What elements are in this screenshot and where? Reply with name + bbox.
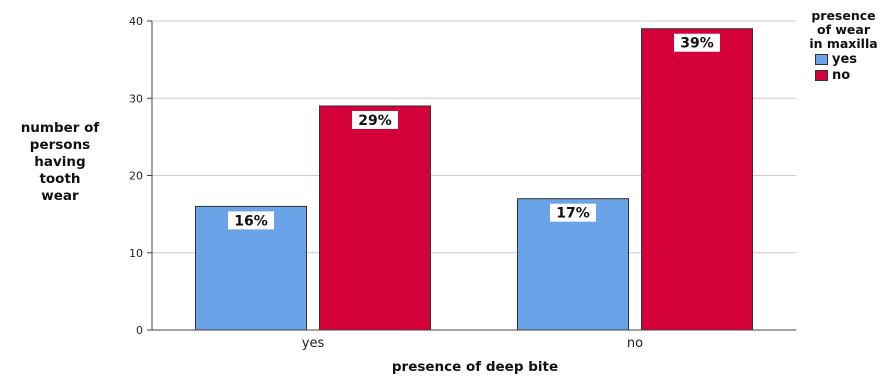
y-axis-ticks: 0 10 20 30 40 bbox=[129, 15, 152, 337]
bars: 16% 29% 17% 39% bbox=[195, 28, 753, 331]
legend-label-yes: yes bbox=[832, 51, 858, 67]
legend-item-no: no bbox=[815, 67, 851, 83]
data-label-box bbox=[352, 110, 398, 129]
bar-yes-no bbox=[319, 105, 431, 331]
x-axis-ticks: yes no bbox=[302, 336, 643, 351]
y-tick-label: 0 bbox=[136, 324, 143, 337]
data-label: 16% bbox=[234, 213, 268, 229]
y-tick-label: 10 bbox=[129, 247, 143, 260]
data-label: 29% bbox=[358, 113, 392, 129]
data-label-box bbox=[550, 203, 596, 222]
legend-swatch-yes bbox=[815, 53, 828, 65]
data-label-box bbox=[228, 211, 274, 230]
x-tick-label: yes bbox=[302, 336, 325, 351]
y-tick-label: 20 bbox=[129, 170, 143, 183]
legend-label-no: no bbox=[832, 67, 851, 83]
data-label: 17% bbox=[556, 206, 590, 222]
legend-title: presence of wear in maxilla bbox=[809, 8, 878, 51]
legend-swatch-no bbox=[815, 69, 828, 81]
bar-no-no bbox=[641, 28, 753, 331]
x-axis-label: presence of deep bite bbox=[392, 359, 558, 375]
y-tick-label: 30 bbox=[129, 92, 143, 105]
data-label-box bbox=[674, 33, 720, 52]
x-tick-label: no bbox=[627, 336, 643, 351]
data-label: 39% bbox=[680, 36, 714, 52]
legend-item-yes: yes bbox=[815, 51, 858, 67]
y-axis-label: number of persons having tooth wear bbox=[20, 120, 100, 204]
y-tick-label: 40 bbox=[129, 15, 143, 28]
